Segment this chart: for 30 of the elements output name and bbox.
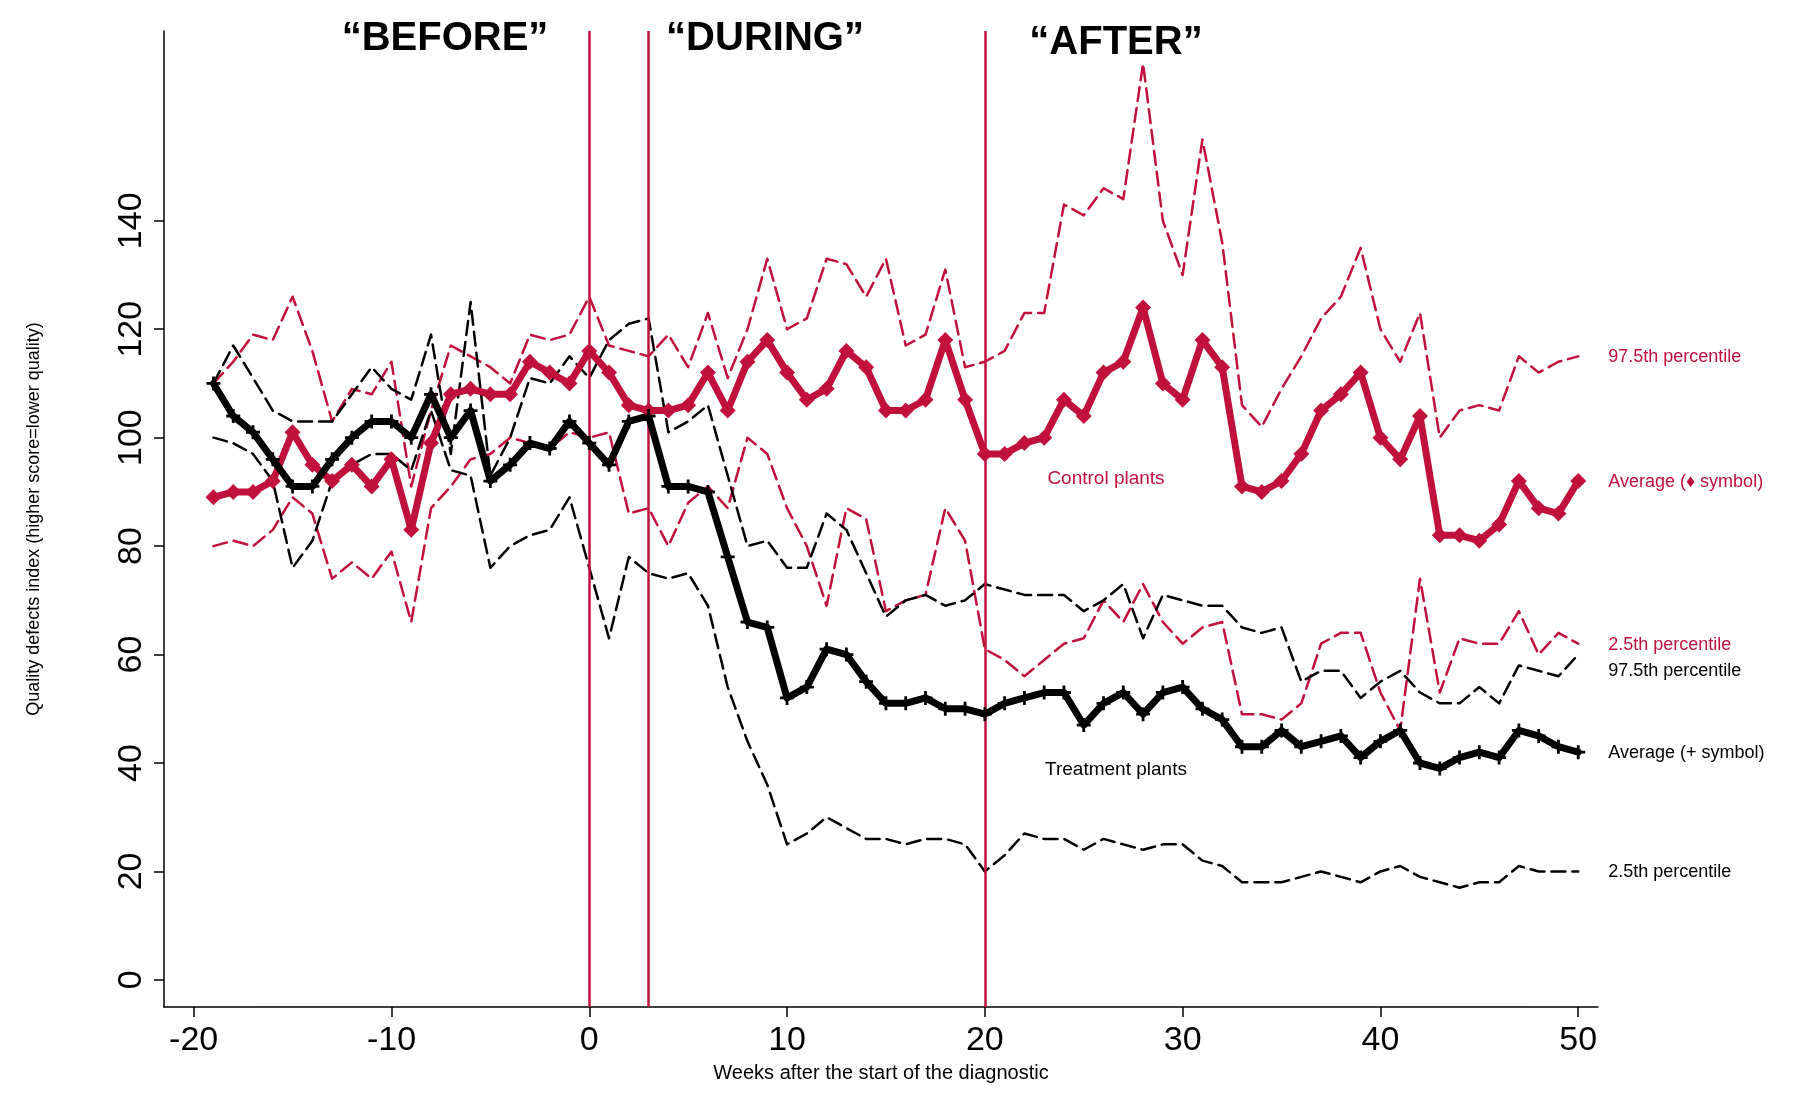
y-axis-title: Quality defects index (higher score=lower quality) bbox=[23, 322, 43, 716]
annotation: “AFTER” bbox=[1029, 18, 1203, 62]
series-label: 2.5th percentile bbox=[1608, 633, 1732, 654]
x-tick-label: 10 bbox=[768, 1019, 806, 1057]
line-series bbox=[212, 409, 1580, 889]
x-tick-label: -10 bbox=[366, 1019, 417, 1057]
x-tick-label: 20 bbox=[965, 1019, 1004, 1057]
y-tick-label: 40 bbox=[110, 744, 148, 782]
annotation: “DURING” bbox=[666, 14, 864, 58]
series-label: 2.5th percentile bbox=[1608, 861, 1732, 882]
x-tick-label: 0 bbox=[579, 1019, 599, 1057]
annotation: Treatment plants bbox=[1045, 757, 1187, 779]
series-label: Average (+ symbol) bbox=[1608, 742, 1765, 763]
series-label: 97.5th percentile bbox=[1608, 346, 1742, 367]
y-tick-label: 120 bbox=[110, 300, 148, 358]
y-tick-label: 140 bbox=[110, 192, 148, 250]
y-tick-label: 60 bbox=[110, 635, 148, 674]
x-tick-label: 40 bbox=[1361, 1019, 1400, 1057]
annotation: Control plants bbox=[1047, 466, 1165, 488]
y-tick-label: 20 bbox=[110, 852, 148, 891]
x-tick-label: 50 bbox=[1559, 1019, 1598, 1057]
annotation: “BEFORE” bbox=[341, 14, 549, 58]
x-tick-label: 30 bbox=[1163, 1019, 1202, 1057]
y-tick-label: 0 bbox=[110, 970, 148, 990]
y-tick-label: 80 bbox=[110, 527, 148, 566]
series-label: Average (♦ symbol) bbox=[1608, 471, 1764, 492]
y-tick-label: 100 bbox=[110, 409, 148, 467]
x-axis-title: Weeks after the start of the diagnostic bbox=[713, 1061, 1049, 1083]
x-tick-label: -20 bbox=[169, 1019, 219, 1057]
series-label: 97.5th percentile bbox=[1608, 659, 1742, 680]
